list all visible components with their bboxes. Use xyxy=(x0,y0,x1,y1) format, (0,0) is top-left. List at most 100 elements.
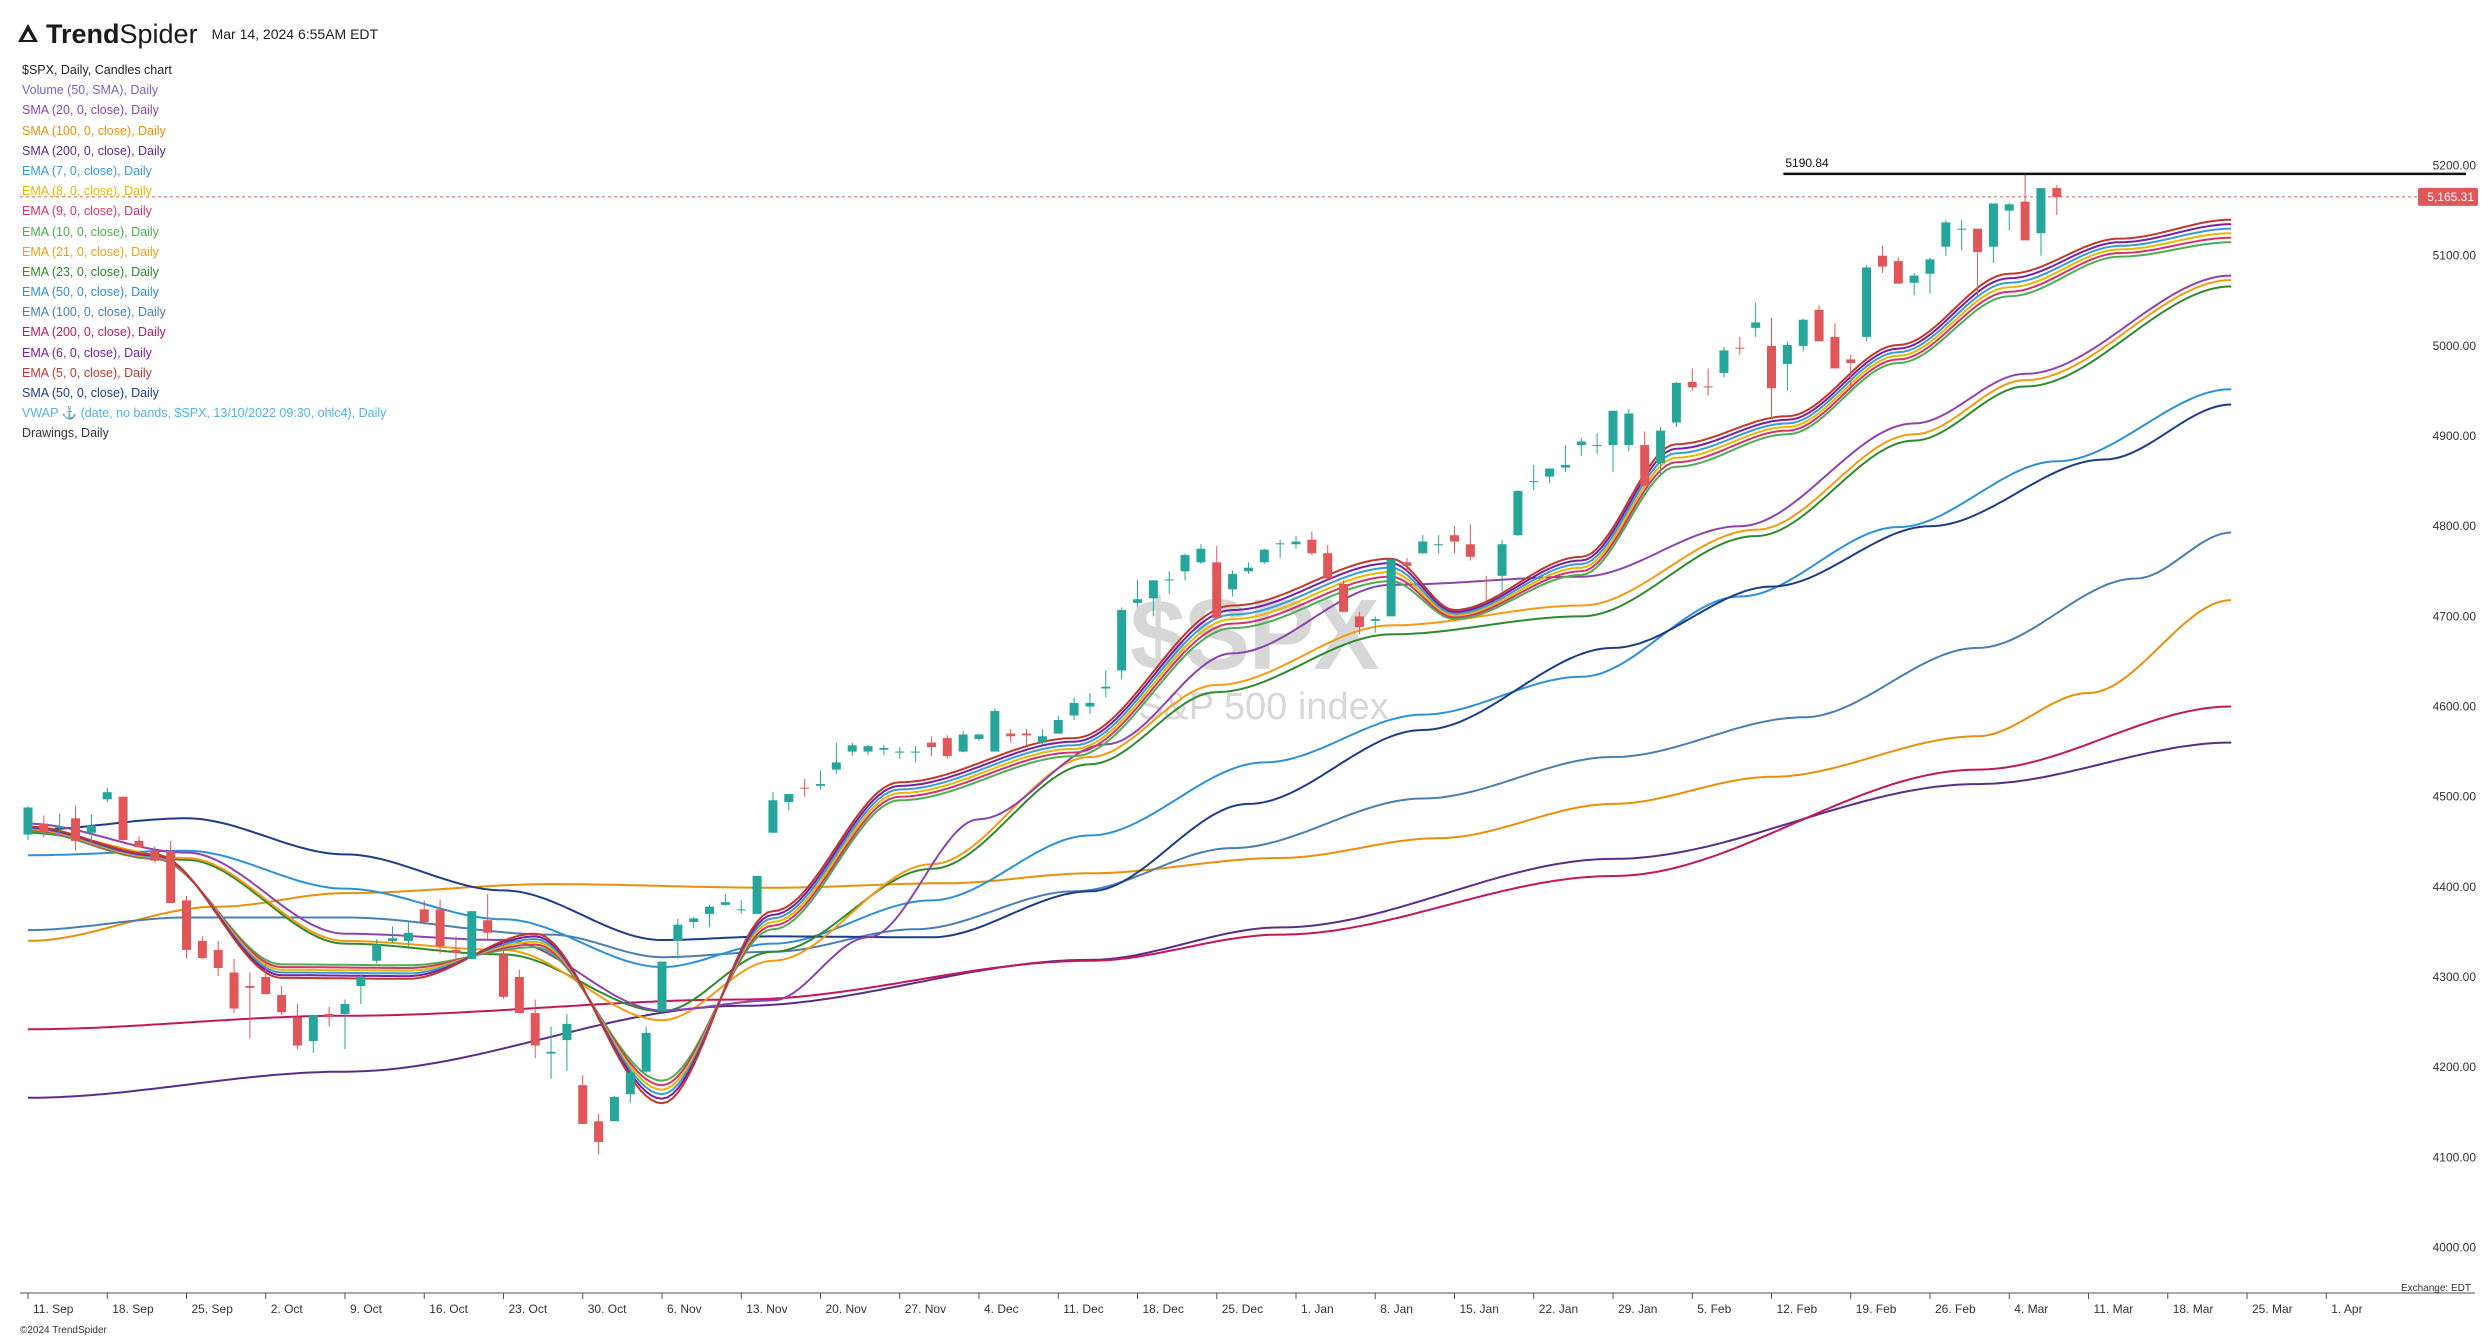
candle-body xyxy=(1402,562,1412,566)
y-tick-label: 4000.00 xyxy=(2433,1240,2477,1254)
indicator-line xyxy=(28,403,2232,941)
candle-body xyxy=(895,751,905,753)
candle-body xyxy=(1624,413,1634,446)
candle-body xyxy=(1228,573,1238,590)
candle-body xyxy=(435,909,445,947)
x-tick-label: 1. Apr xyxy=(2331,1302,2362,1316)
y-tick-label: 4900.00 xyxy=(2433,429,2477,443)
legend-item[interactable]: EMA (21, 0, close), Daily xyxy=(22,244,159,259)
candle-body xyxy=(1497,544,1507,576)
candle-body xyxy=(689,918,699,922)
candle-body xyxy=(705,906,715,914)
candle-body xyxy=(308,1014,318,1041)
candle-body xyxy=(1957,228,1967,230)
legend-item[interactable]: EMA (10, 0, close), Daily xyxy=(22,224,159,239)
legend-item[interactable]: EMA (6, 0, close), Daily xyxy=(22,345,152,360)
indicator-line xyxy=(28,531,2232,959)
indicator-line xyxy=(27,223,2232,1100)
candle-body xyxy=(863,746,873,752)
legend-item[interactable]: VWAP ⚓ (date, no bands, $SPX, 13/10/2022… xyxy=(22,406,387,421)
candle-body xyxy=(847,745,857,752)
legend-item[interactable]: EMA (9, 0, close), Daily xyxy=(22,204,152,219)
candle-body xyxy=(372,944,382,961)
x-tick-label: 27. Nov xyxy=(905,1302,946,1316)
y-tick-label: 4200.00 xyxy=(2433,1060,2477,1074)
candle-body xyxy=(1576,441,1586,446)
header: Trend Spider Mar 14, 2024 6:55AM EDT xyxy=(16,14,378,54)
y-tick-label: 4100.00 xyxy=(2433,1150,2477,1164)
candle-body xyxy=(1941,222,1951,247)
candle-body xyxy=(182,900,191,950)
candle-body xyxy=(1782,344,1792,364)
candle-body xyxy=(958,734,968,752)
candle-body xyxy=(942,738,952,757)
y-tick-label: 5000.00 xyxy=(2433,339,2477,353)
horizontal-level-label: 5190.84 xyxy=(1785,156,1829,170)
candle-body xyxy=(134,840,144,848)
candle-body xyxy=(340,1004,350,1014)
candle-body xyxy=(499,954,508,997)
indicator-line xyxy=(27,218,2232,1105)
candle-body xyxy=(2020,201,2030,241)
candle-body xyxy=(1640,445,1650,486)
x-tick-label: 1. Jan xyxy=(1301,1302,1334,1316)
candle-body xyxy=(1053,720,1063,734)
candle-body xyxy=(926,742,936,748)
candle-body xyxy=(388,938,398,941)
legend-item[interactable]: EMA (23, 0, close), Daily xyxy=(22,264,159,279)
x-tick-label: 18. Dec xyxy=(1143,1302,1184,1316)
candle-body xyxy=(2036,188,2046,234)
candle-body xyxy=(71,818,81,841)
candle-body xyxy=(467,911,477,959)
y-tick-label: 4800.00 xyxy=(2433,519,2477,533)
legend-item[interactable]: Volume (50, SMA), Daily xyxy=(22,83,159,98)
candle-body xyxy=(1450,535,1459,542)
candle-body xyxy=(1481,580,1491,582)
legend-item[interactable]: SMA (200, 0, close), Daily xyxy=(22,143,166,158)
legend-item[interactable]: EMA (50, 0, close), Daily xyxy=(22,285,159,300)
legend-item[interactable]: SMA (100, 0, close), Daily xyxy=(22,123,166,138)
candle-body xyxy=(1656,430,1666,464)
x-tick-label: 19. Feb xyxy=(1856,1302,1897,1316)
brand-name-bold: Trend xyxy=(46,18,120,49)
candle-body xyxy=(229,972,239,1009)
trendspider-logo[interactable]: Trend Spider xyxy=(16,19,198,50)
candle-body xyxy=(166,850,176,904)
legend-item[interactable]: EMA (100, 0, close), Daily xyxy=(22,305,166,320)
candle-body xyxy=(1830,336,1840,369)
candle-body xyxy=(86,825,96,833)
candle-body xyxy=(1735,347,1745,349)
legend-item[interactable]: EMA (5, 0, close), Daily xyxy=(22,365,152,380)
x-tick-label: 13. Nov xyxy=(746,1302,787,1316)
x-tick-label: 18. Sep xyxy=(112,1302,154,1316)
indicator-line xyxy=(27,285,2232,1013)
legend-item[interactable]: SMA (20, 0, close), Daily xyxy=(22,103,159,118)
candle-body xyxy=(1354,616,1364,628)
legend-item[interactable]: EMA (8, 0, close), Daily xyxy=(22,184,152,199)
candle-body xyxy=(39,823,49,832)
candle-body xyxy=(1164,579,1174,581)
copyright: ©2024 TrendSpider xyxy=(20,1325,107,1336)
x-tick-label: 6. Nov xyxy=(667,1302,702,1316)
candle-body xyxy=(118,796,128,840)
legend-item[interactable]: Drawings, Daily xyxy=(22,426,109,441)
legend-item[interactable]: EMA (200, 0, close), Daily xyxy=(22,325,166,340)
candle-body xyxy=(1339,583,1349,612)
candle-body xyxy=(657,961,667,1012)
candle-body xyxy=(55,826,65,829)
candle-body xyxy=(1893,261,1903,284)
candle-body xyxy=(1751,322,1761,328)
legend-item[interactable]: SMA (50, 0, close), Daily xyxy=(22,386,159,400)
candle-body xyxy=(1465,544,1475,557)
candle-body xyxy=(673,924,683,941)
candle-body xyxy=(1434,544,1444,546)
candle-body xyxy=(245,986,255,988)
indicator-line xyxy=(27,232,2232,1091)
candle-body xyxy=(879,747,889,750)
x-tick-label: 11. Sep xyxy=(33,1302,74,1316)
candle-body xyxy=(546,1051,556,1054)
candle-body xyxy=(1307,539,1317,554)
candle-body xyxy=(1671,382,1681,423)
legend-item[interactable]: EMA (7, 0, close), Daily xyxy=(22,163,152,178)
